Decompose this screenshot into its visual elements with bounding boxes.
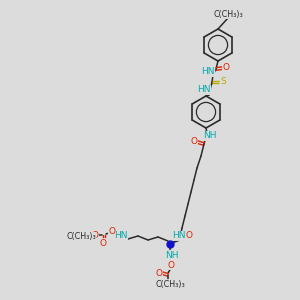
Text: O: O (92, 230, 98, 239)
Text: O: O (190, 137, 197, 146)
Text: HN: HN (201, 68, 215, 76)
Text: O: O (109, 227, 116, 236)
Text: NH: NH (165, 250, 179, 260)
Text: O: O (167, 260, 175, 269)
Text: C(CH₃)₃: C(CH₃)₃ (155, 280, 185, 289)
Text: C(CH₃)₃: C(CH₃)₃ (66, 232, 96, 242)
Text: O: O (155, 268, 163, 278)
Text: O: O (185, 232, 193, 241)
Text: O: O (100, 238, 106, 247)
Text: S: S (220, 77, 226, 86)
Text: HN: HN (172, 232, 186, 241)
Text: HN: HN (197, 85, 211, 94)
Text: C(CH₃)₃: C(CH₃)₃ (213, 10, 243, 19)
Text: HN: HN (114, 230, 128, 239)
Text: O: O (223, 64, 230, 73)
Text: NH: NH (203, 131, 217, 140)
